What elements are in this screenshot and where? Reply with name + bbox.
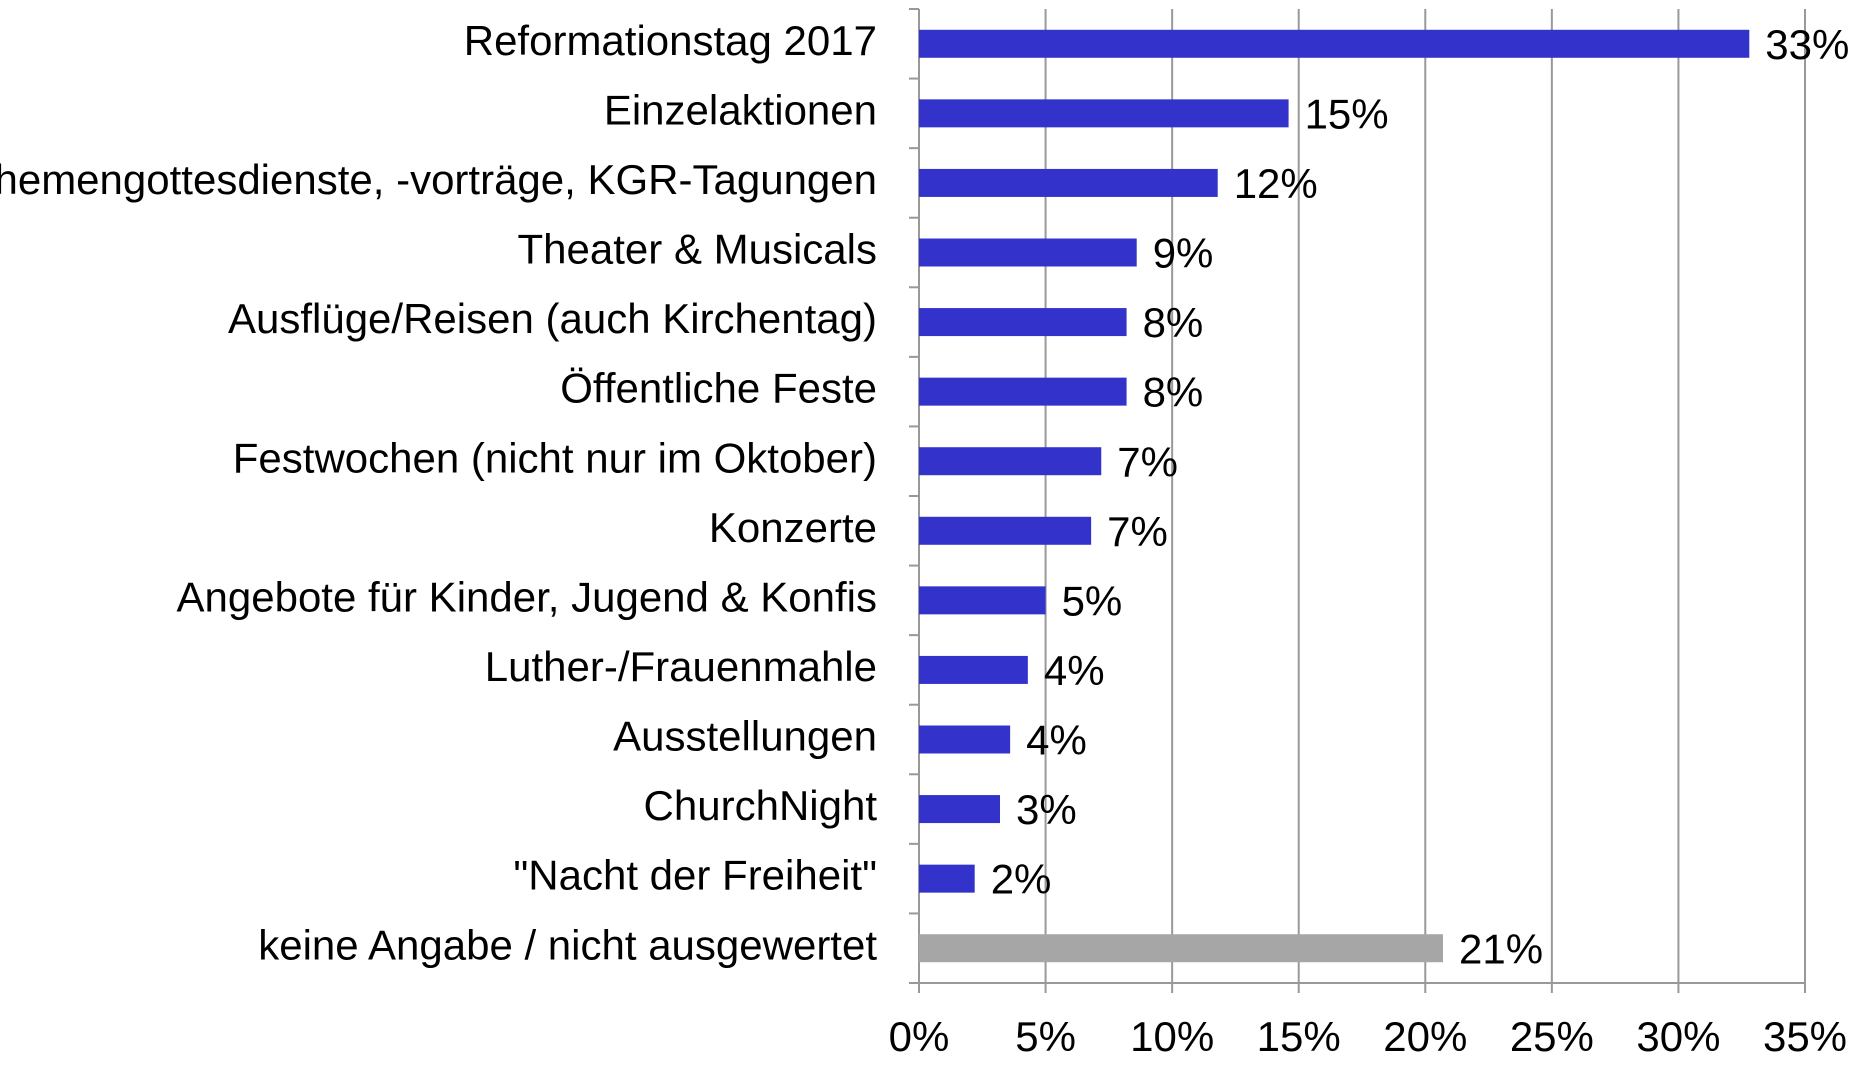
- data-label: 8%: [1143, 369, 1204, 416]
- x-tick-label: 30%: [1636, 1013, 1720, 1060]
- y-tick-label: Angebote für Kinder, Jugend & Konfis: [177, 573, 878, 620]
- bar: [919, 725, 1011, 754]
- y-tick-label: Ausflüge/Reisen (auch Kirchentag): [228, 295, 877, 342]
- data-label: 33%: [1765, 21, 1849, 68]
- data-label: 8%: [1143, 299, 1204, 346]
- x-tick-label: 25%: [1510, 1013, 1594, 1060]
- data-label: 21%: [1459, 925, 1543, 972]
- bar: [919, 655, 1028, 684]
- x-tick-label: 10%: [1130, 1013, 1214, 1060]
- bar: [919, 377, 1127, 406]
- data-label: 2%: [991, 856, 1052, 903]
- data-label: 9%: [1153, 230, 1214, 277]
- bar: [919, 99, 1289, 128]
- data-label: 4%: [1026, 717, 1087, 764]
- x-tick-label: 35%: [1763, 1013, 1847, 1060]
- y-tick-label: Konzerte: [709, 504, 877, 551]
- data-label: 5%: [1062, 577, 1123, 624]
- bar: [919, 447, 1102, 476]
- y-tick-label: Festwochen (nicht nur im Oktober): [233, 434, 877, 481]
- y-tick-label: Reformationstag 2017: [464, 17, 877, 64]
- x-tick-label: 5%: [1015, 1013, 1076, 1060]
- data-label: 7%: [1107, 508, 1168, 555]
- y-tick-label: Themengottesdienste, -vorträge, KGR-Tagu…: [0, 156, 877, 203]
- x-tick-label: 15%: [1257, 1013, 1341, 1060]
- bar: [919, 934, 1444, 963]
- data-label: 4%: [1044, 647, 1105, 694]
- bar: [919, 29, 1750, 58]
- y-tick-label: keine Angabe / nicht ausgewertet: [258, 921, 877, 968]
- y-tick-label: Luther-/Frauenmahle: [485, 643, 877, 690]
- y-tick-label: Theater & Musicals: [518, 226, 877, 273]
- y-tick-label: Ausstellungen: [613, 713, 877, 760]
- y-tick-label: Öffentliche Feste: [560, 365, 877, 412]
- bar: [919, 864, 975, 893]
- data-label: 12%: [1234, 160, 1318, 207]
- bar: [919, 586, 1046, 615]
- bar: [919, 795, 1001, 824]
- data-label: 3%: [1016, 786, 1077, 833]
- data-label: 15%: [1305, 90, 1389, 137]
- x-tick-label: 0%: [889, 1013, 950, 1060]
- bar: [919, 168, 1218, 197]
- bar: [919, 238, 1137, 267]
- y-tick-label: Einzelaktionen: [604, 86, 877, 133]
- y-tick-label: ChurchNight: [644, 782, 878, 829]
- bar: [919, 308, 1127, 337]
- x-tick-label: 20%: [1383, 1013, 1467, 1060]
- data-label: 7%: [1117, 438, 1178, 485]
- bar: [919, 516, 1092, 545]
- y-tick-label: "Nacht der Freiheit": [513, 852, 877, 899]
